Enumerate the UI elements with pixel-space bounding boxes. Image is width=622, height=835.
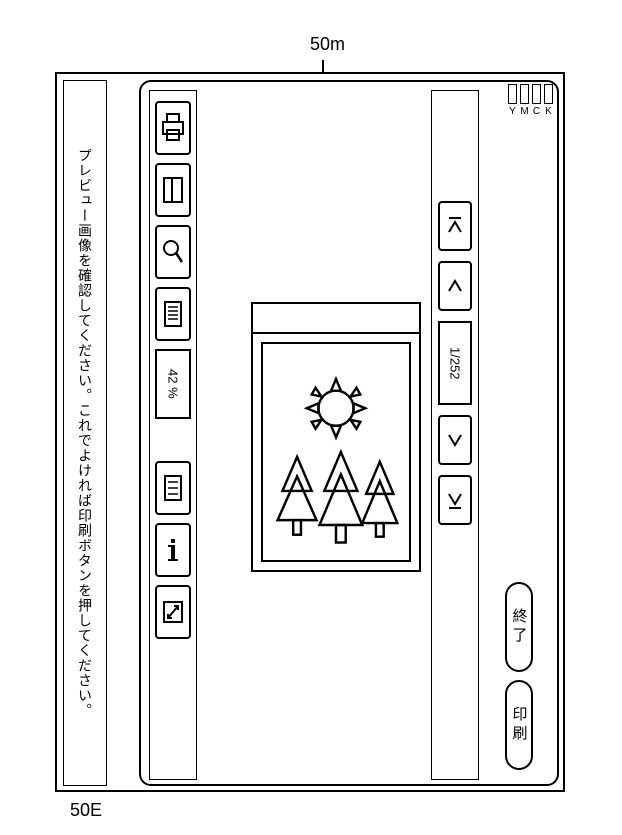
preview-page-header <box>253 304 419 334</box>
print-button[interactable]: 印刷 <box>505 680 533 770</box>
first-page-button[interactable] <box>438 201 472 251</box>
prev-page-button[interactable] <box>438 261 472 311</box>
chevron-first-icon <box>446 212 464 240</box>
sun-icon <box>307 379 365 437</box>
list-icon <box>161 296 185 332</box>
chevron-up-icon <box>446 272 464 300</box>
callout-label-bottom: 50E <box>70 800 102 821</box>
preview-illustration <box>261 342 411 562</box>
page-indicator-text: 1/252 <box>448 347 463 380</box>
action-bar: 終了 印刷 <box>489 90 549 780</box>
toolbar: 42 % <box>149 90 197 780</box>
list-a-tool-button[interactable] <box>155 287 191 341</box>
tree-icon <box>278 457 317 535</box>
page-nav-bar: 1/252 <box>431 90 479 780</box>
preview-page <box>251 302 421 572</box>
zoom-value: 42 % <box>166 369 181 399</box>
printer-icon <box>161 110 185 146</box>
callout-leader-top <box>322 60 324 72</box>
zoom-display: 42 % <box>155 349 191 419</box>
device-frame: プレビュー画像を確認してください。これでよければ印刷ボタンを押してください。 Y… <box>55 72 565 792</box>
preview-panel: 42 % <box>139 80 559 786</box>
tree-icon <box>362 462 397 537</box>
print-tool-button[interactable] <box>155 101 191 155</box>
page-indicator: 1/252 <box>438 321 472 405</box>
info-icon <box>161 532 185 568</box>
instruction-bar: プレビュー画像を確認してください。これでよければ印刷ボタンを押してください。 <box>63 80 107 786</box>
instruction-text: プレビュー画像を確認してください。これでよければ印刷ボタンを押してください。 <box>75 148 95 718</box>
resize-icon <box>161 594 185 630</box>
magnify-tool-button[interactable] <box>155 225 191 279</box>
layout-icon <box>161 172 185 208</box>
callout-label-top: 50m <box>310 34 345 55</box>
layout-tool-button[interactable] <box>155 163 191 217</box>
exit-button-label: 終了 <box>509 608 530 646</box>
chevron-last-icon <box>446 486 464 514</box>
list-b-tool-button[interactable] <box>155 461 191 515</box>
next-page-button[interactable] <box>438 415 472 465</box>
preview-page-body <box>253 334 419 570</box>
chevron-down-icon <box>446 426 464 454</box>
resize-tool-button[interactable] <box>155 585 191 639</box>
tree-icon <box>319 452 362 543</box>
info-tool-button[interactable] <box>155 523 191 577</box>
print-button-label: 印刷 <box>509 706 530 744</box>
last-page-button[interactable] <box>438 475 472 525</box>
list-alt-icon <box>161 470 185 506</box>
exit-button[interactable]: 終了 <box>505 582 533 672</box>
magnifier-icon <box>161 234 185 270</box>
